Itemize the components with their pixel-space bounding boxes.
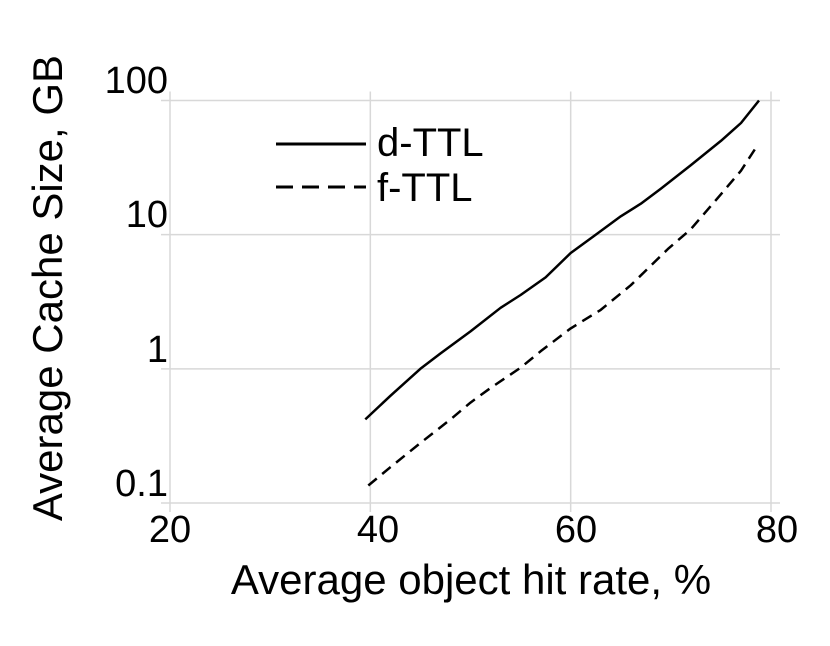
legend-label-f-ttl: f-TTL <box>377 166 473 210</box>
x-tick-label-20: 20 <box>148 509 192 551</box>
y-tick-label-0-1: 0.1 <box>115 463 168 505</box>
legend-line-solid-icon <box>276 142 366 146</box>
y-tick-label-100: 100 <box>104 60 168 102</box>
series-line-f-ttl <box>367 143 760 487</box>
y-tick-label-10: 10 <box>125 194 168 236</box>
series-line-d-ttl <box>364 99 760 421</box>
x-axis-title: Average object hit rate, % <box>230 556 712 603</box>
y-axis-title: Average Cache Size, GB <box>24 54 71 522</box>
x-tick-label-40: 40 <box>356 509 400 551</box>
y-tick-label-1: 1 <box>146 329 168 371</box>
x-tick-label-60: 60 <box>554 509 598 551</box>
x-tick-label-80: 80 <box>755 509 799 551</box>
legend-line-dashed-icon <box>276 185 366 189</box>
legend-label-d-ttl: d-TTL <box>377 121 484 165</box>
